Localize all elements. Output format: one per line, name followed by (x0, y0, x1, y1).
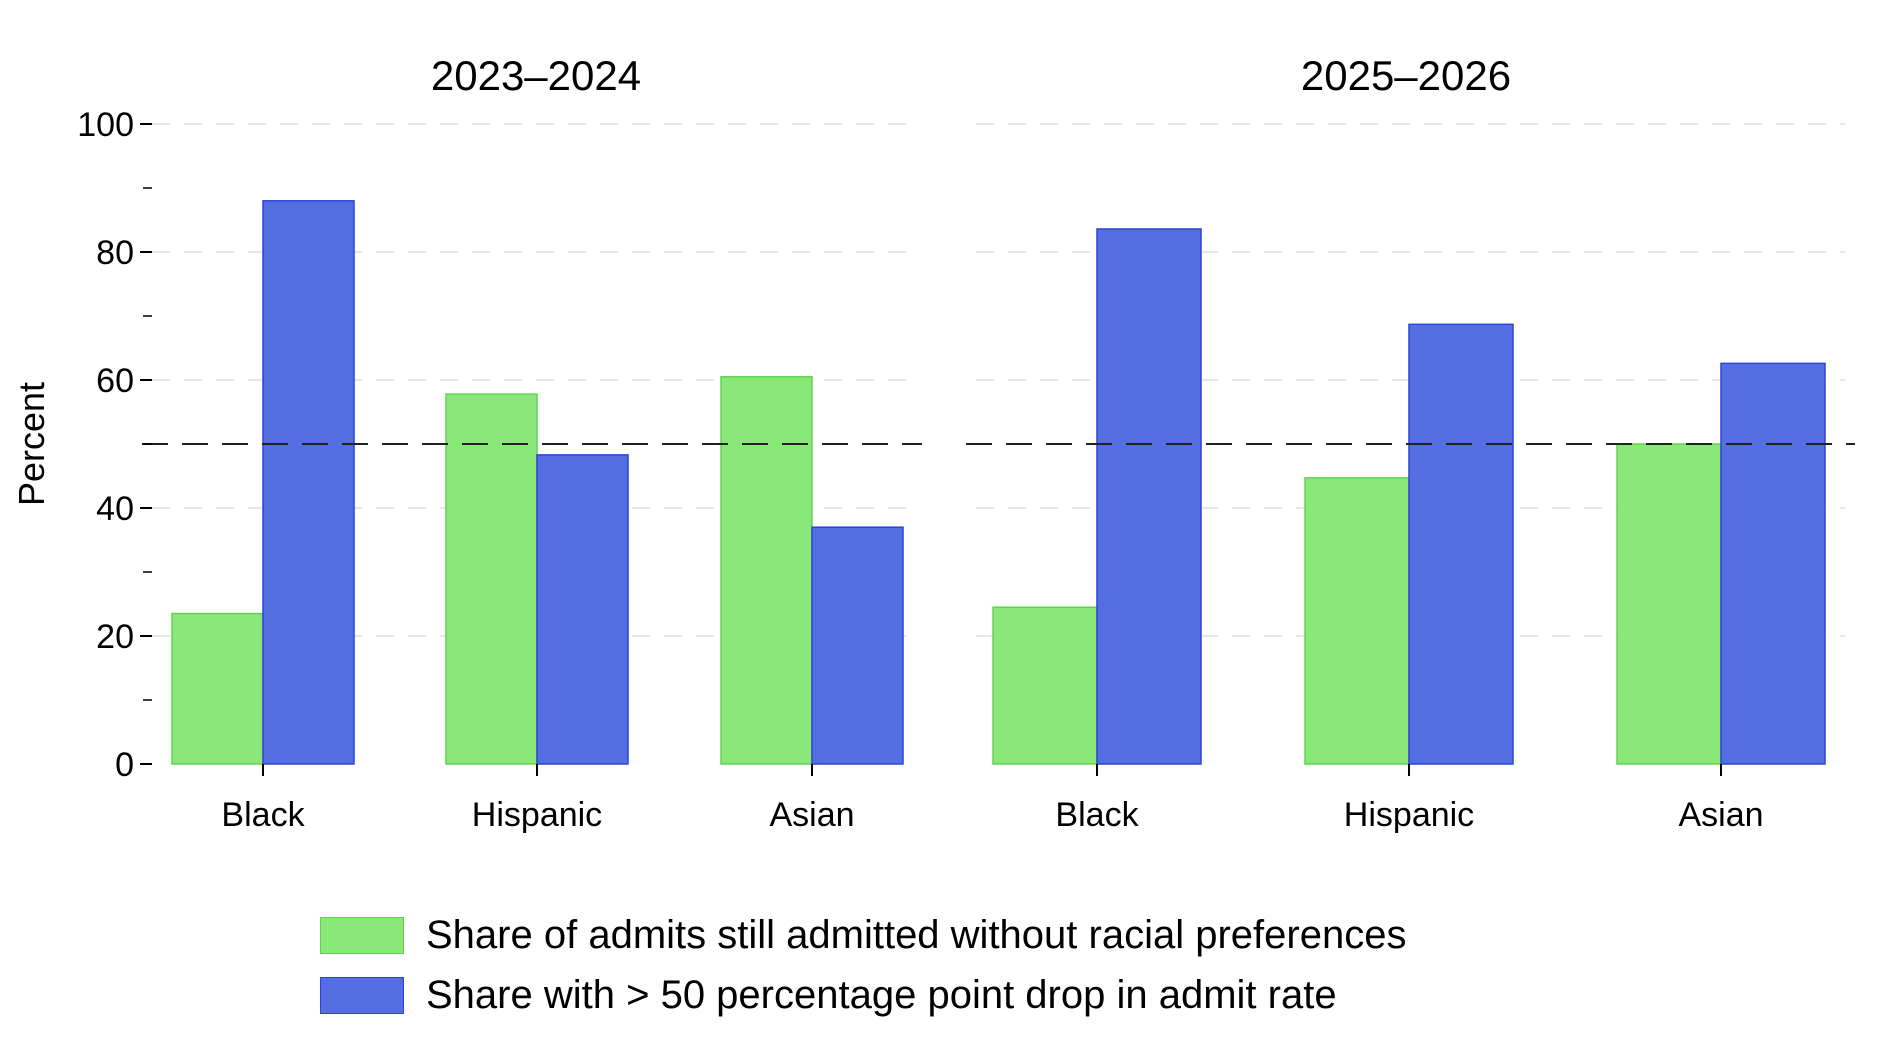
legend-item-drop: Share with > 50 percentage point drop in… (320, 965, 1406, 1025)
legend-label: Share of admits still admitted without r… (426, 912, 1407, 957)
gridlines (152, 123, 1845, 637)
y-tick-label: 80 (96, 234, 134, 272)
x-tick-label: Black (221, 796, 305, 834)
x-axis: Black Hispanic Asian Black Hispanic Asian (221, 764, 1764, 834)
panel-title-left: 2023–2024 (431, 52, 641, 99)
legend-swatch-blue (320, 976, 404, 1014)
bar-hispanic-series-2 (1408, 323, 1514, 765)
y-axis: 0 20 40 60 80 100 (77, 106, 152, 784)
legend-item-admitted: Share of admits still admitted without r… (320, 905, 1406, 965)
bar-hispanic-series-1 (1304, 477, 1410, 765)
y-tick-label: 60 (96, 362, 134, 400)
bars (171, 200, 1826, 765)
bar-black-series-2 (262, 200, 355, 765)
bar-black-series-2 (1096, 228, 1202, 765)
bar-black-series-1 (171, 612, 264, 765)
bar-hispanic-series-2 (536, 454, 629, 765)
x-tick-label: Asian (769, 796, 854, 834)
y-axis-title: Percent (11, 382, 52, 506)
bar-asian-series-2 (1720, 362, 1826, 765)
legend-swatch-green (320, 916, 404, 954)
bar-asian-series-2 (811, 526, 904, 765)
y-tick-label: 40 (96, 490, 134, 528)
x-tick-label: Black (1055, 796, 1139, 834)
legend: Share of admits still admitted without r… (320, 905, 1406, 1025)
panel-title-right: 2025–2026 (1301, 52, 1511, 99)
bar-black-series-1 (992, 606, 1098, 765)
bar-asian-series-1 (1616, 443, 1722, 765)
y-tick-label: 0 (115, 746, 134, 784)
bar-hispanic-series-1 (445, 393, 538, 765)
x-tick-label: Hispanic (472, 796, 602, 834)
y-tick-label: 100 (77, 106, 134, 144)
y-tick-label: 20 (96, 618, 134, 656)
x-tick-label: Asian (1678, 796, 1763, 834)
bar-asian-series-1 (720, 376, 813, 765)
legend-label: Share with > 50 percentage point drop in… (426, 972, 1337, 1017)
x-tick-label: Hispanic (1344, 796, 1474, 834)
